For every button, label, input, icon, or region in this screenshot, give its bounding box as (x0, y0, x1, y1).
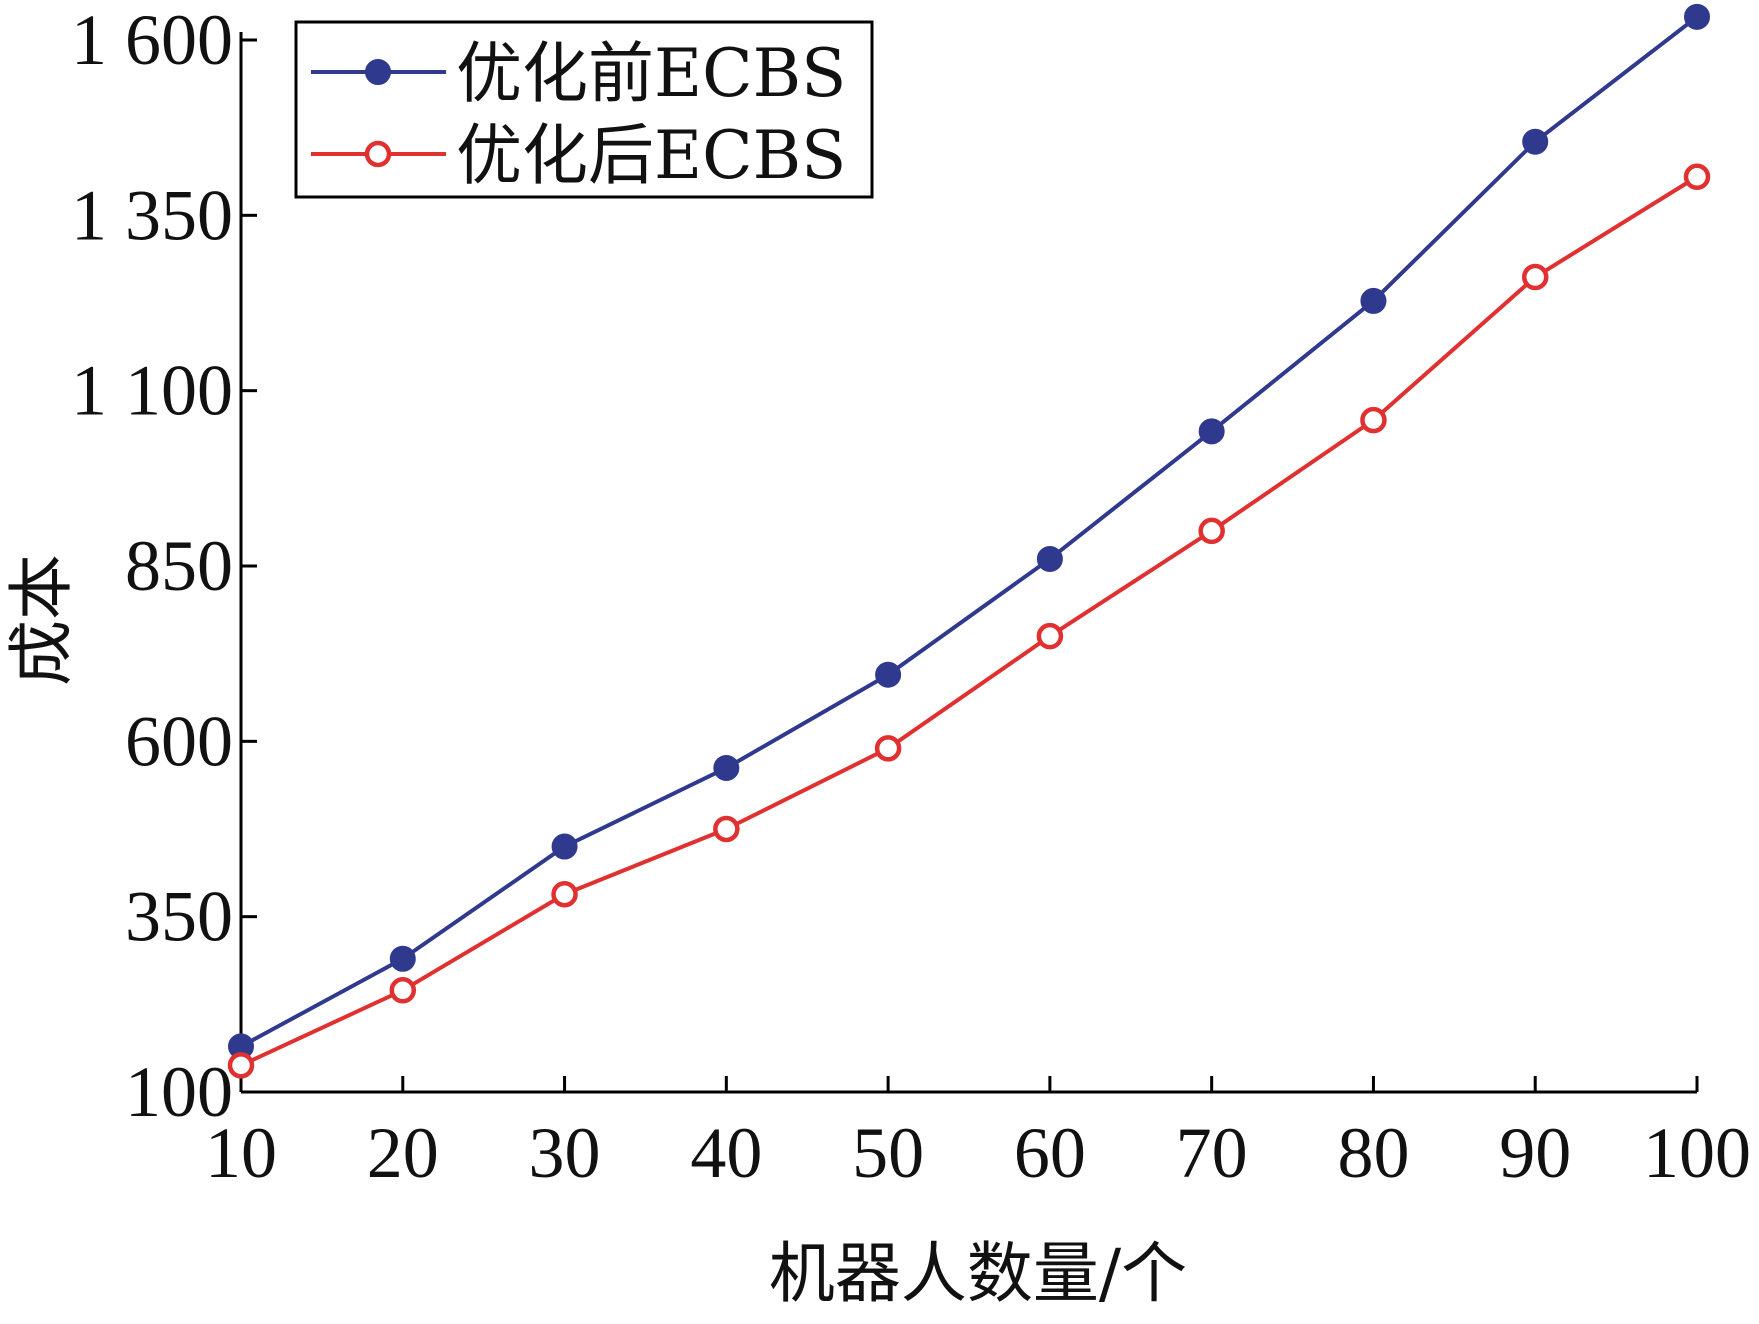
x-tick-label: 40 (690, 1113, 762, 1193)
legend-marker (364, 140, 392, 168)
x-tick-label: 100 (1643, 1113, 1751, 1193)
data-point (389, 945, 416, 972)
y-tick-label: 850 (125, 526, 233, 606)
y-tick-label: 100 (125, 1052, 233, 1132)
x-tick-label: 80 (1337, 1113, 1409, 1193)
y-tick-label: 350 (125, 877, 233, 957)
series-1 (228, 3, 1710, 1060)
data-point (1360, 287, 1387, 314)
y-tick-label: 1 100 (71, 351, 233, 431)
data-point (1198, 517, 1225, 545)
y-tick-label: 1 600 (71, 0, 233, 80)
data-point (1036, 545, 1063, 572)
legend-entry: 优化后ECBS (311, 117, 846, 194)
x-tick-label: 50 (852, 1113, 924, 1193)
x-tick-label: 70 (1176, 1113, 1248, 1193)
legend-entry: 优化前ECBS (311, 35, 846, 112)
legend-label: 优化前ECBS (456, 35, 846, 112)
data-point (389, 977, 417, 1004)
series-line (240, 175, 1699, 1068)
data-point (551, 880, 578, 908)
legend-label: 优化后ECBS (456, 117, 846, 194)
series-line (240, 15, 1699, 1049)
x-tick-label: 90 (1499, 1113, 1571, 1193)
x-tick-label: 10 (205, 1113, 277, 1193)
data-point (1198, 418, 1225, 445)
data-point (227, 1052, 255, 1079)
data-point (1521, 263, 1549, 291)
data-point (1683, 163, 1711, 191)
legend-marker (365, 59, 391, 85)
data-point (713, 754, 740, 781)
series-2 (227, 163, 1711, 1079)
axis-ticks: 100 350 600 850 1 100 1 350 1 600 10 20 30 40 50 60 7… (71, 0, 1751, 1193)
y-tick-label: 1 350 (71, 175, 233, 255)
data-point (1522, 128, 1549, 155)
series-layer (227, 3, 1711, 1079)
data-point (713, 815, 740, 843)
y-axis-title: 成本 (3, 554, 80, 686)
data-point (875, 661, 902, 688)
data-point (874, 735, 902, 762)
legend-box (294, 20, 874, 199)
x-tick-label: 60 (1014, 1113, 1086, 1193)
data-point (1360, 406, 1387, 434)
x-tick-label: 30 (529, 1113, 601, 1193)
data-point (1036, 622, 1064, 650)
y-tick-label: 600 (125, 701, 233, 781)
x-tick-label: 20 (367, 1113, 439, 1193)
data-point (551, 833, 578, 860)
data-point (1684, 3, 1710, 30)
x-axis-title: 机器人数量/个 (769, 1235, 1187, 1312)
